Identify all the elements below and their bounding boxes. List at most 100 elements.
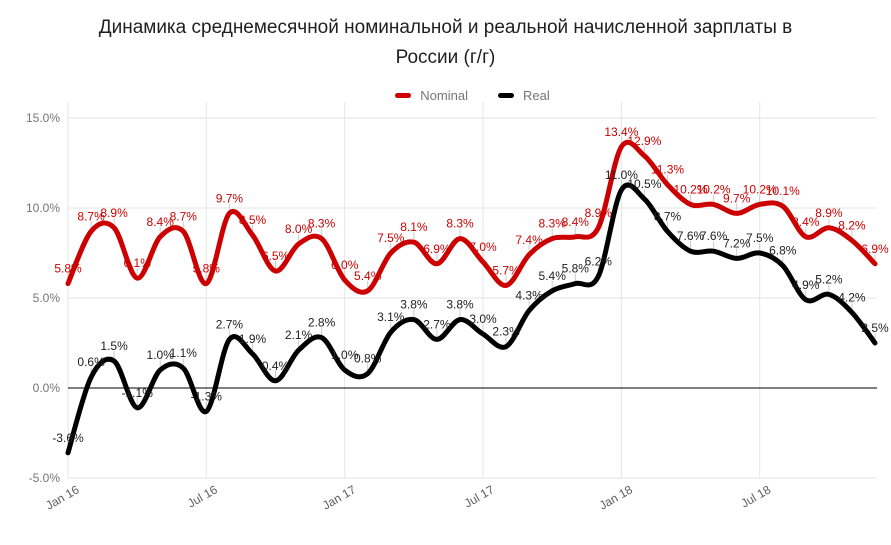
nominal-point-label: 10.2% (673, 182, 707, 196)
nominal-point-label: 13.4% (604, 125, 638, 139)
chart-title-line1: Динамика среднемесячной номинальной и ре… (98, 17, 793, 38)
real-point-label: 2.3% (492, 325, 520, 339)
nominal-series-marker (395, 92, 412, 98)
legend-label-real: Real (522, 87, 550, 103)
nominal-point-label: 8.3% (446, 217, 474, 231)
x-axis-tick-label: Jul 17 (462, 482, 497, 510)
real-point-label: 1.0% (331, 348, 359, 362)
x-axis-tick-label: Jan 17 (320, 482, 358, 512)
chart-title-line2: России (г/г) (395, 47, 496, 68)
nominal-point-label: 7.4% (515, 233, 543, 247)
real-point-label: 1.1% (170, 346, 198, 360)
real-point-label: -1.1% (122, 386, 154, 400)
nominal-point-label: 5.8% (54, 262, 82, 276)
real-point-label: 3.8% (400, 298, 428, 312)
nominal-point-label: 6.0% (331, 258, 359, 272)
y-axis-tick-label: 10.0% (26, 201, 60, 215)
chart-legend: Nominal Real (68, 84, 877, 106)
real-point-label: 11.0% (605, 168, 638, 182)
real-point-label: 5.8% (562, 262, 590, 276)
real-point-label: 7.6% (700, 229, 728, 243)
nominal-point-label: 7.5% (377, 231, 405, 245)
y-axis-tick-label: 0.0% (33, 381, 61, 395)
nominal-point-label: 8.5% (239, 213, 267, 227)
nominal-point-label: 8.0% (285, 222, 313, 236)
nominal-point-label: 6.9% (423, 242, 451, 256)
real-point-label: 4.9% (792, 278, 820, 292)
nominal-point-label: 9.7% (216, 191, 244, 205)
nominal-point-label: 8.4% (562, 215, 590, 229)
real-point-label: 0.6% (77, 355, 105, 369)
real-point-label: 4.3% (515, 289, 543, 303)
nominal-point-label: 6.9% (861, 242, 889, 256)
legend-item-nominal[interactable]: Nominal (395, 88, 468, 103)
nominal-point-label: 8.2% (838, 218, 866, 232)
real-point-label: 2.5% (861, 321, 889, 335)
real-point-label: 6.8% (769, 244, 797, 258)
real-point-label: 2.7% (423, 317, 451, 331)
nominal-point-label: 8.9% (100, 206, 128, 220)
y-axis-tick-label: 5.0% (33, 291, 61, 305)
y-axis-tick-label: -5.0% (29, 471, 61, 485)
real-point-label: 7.5% (746, 231, 774, 245)
real-point-label: 0.8% (354, 352, 382, 366)
nominal-point-label: 10.1% (766, 184, 800, 198)
legend-label-nominal: Nominal (420, 87, 468, 103)
real-point-label: 7.2% (723, 236, 751, 250)
real-point-label: -1.3% (191, 389, 223, 403)
y-axis-tick-label: 15.0% (26, 111, 60, 125)
real-point-label: 1.9% (239, 332, 267, 346)
real-point-label: 10.5% (627, 177, 661, 191)
gridlines (67, 102, 877, 479)
real-point-label: -3.6% (52, 431, 84, 445)
real-point-label: 3.1% (377, 310, 405, 324)
nominal-point-label: 11.3% (651, 163, 684, 177)
nominal-point-label: 10.2% (743, 182, 777, 196)
nominal-point-label: 8.9% (815, 206, 843, 220)
nominal-point-label: 8.1% (400, 220, 428, 234)
real-point-label: 7.6% (677, 229, 705, 243)
nominal-point-label: 8.4% (792, 215, 820, 229)
x-axis-tick-label: Jul 18 (738, 482, 773, 510)
real-point-label: 6.2% (585, 254, 613, 268)
legend-item-real[interactable]: Real (497, 87, 550, 103)
nominal-point-label: 8.7% (77, 209, 105, 223)
real-point-label: 3.0% (469, 312, 497, 326)
nominal-point-label: 8.7% (170, 209, 198, 223)
x-axis-tick-label: Jan 16 (43, 482, 81, 512)
real-point-label: 0.4% (262, 359, 290, 373)
real-point-label: 5.4% (539, 269, 567, 283)
real-point-label: 1.5% (100, 339, 128, 353)
nominal-point-label: 5.7% (492, 263, 520, 277)
chart-title: Динамика среднемесячной номинальной и ре… (0, 13, 891, 73)
real-point-label: 3.8% (446, 298, 474, 312)
nominal-point-label: 5.4% (354, 269, 382, 283)
x-axis-tick-label: Jul 16 (185, 482, 220, 510)
real-point-label: 8.7% (654, 209, 682, 223)
nominal-point-label: 6.5% (262, 249, 290, 263)
nominal-point-label: 9.7% (723, 191, 751, 205)
real-point-label: 4.2% (838, 290, 866, 304)
nominal-point-label: 12.9% (627, 134, 661, 148)
real-point-label: 1.0% (147, 348, 175, 362)
nominal-point-label: 6.1% (124, 256, 152, 270)
nominal-point-labels: 5.8%8.7%8.9%6.1%8.4%8.7%5.8%9.7%8.5%6.5%… (54, 125, 889, 283)
nominal-point-label: 8.9% (585, 206, 613, 220)
real-point-label: 2.8% (308, 316, 336, 330)
real-point-label: 2.7% (216, 317, 244, 331)
real-point-label: 2.1% (285, 328, 313, 342)
nominal-point-label: 10.2% (697, 182, 731, 196)
nominal-point-label: 5.8% (193, 262, 221, 276)
real-point-labels: -3.6%0.6%1.5%-1.1%1.0%1.1%-1.3%2.7%1.9%0… (52, 168, 889, 445)
x-axis-tick-label: Jan 18 (597, 482, 635, 512)
nominal-series-line[interactable] (65, 139, 878, 295)
real-series-marker (497, 92, 514, 98)
real-point-label: 5.2% (815, 272, 843, 286)
nominal-point-label: 7.0% (469, 240, 497, 254)
nominal-point-label: 8.4% (147, 215, 175, 229)
nominal-point-label: 8.3% (308, 217, 336, 231)
real-series-line[interactable] (65, 182, 878, 456)
nominal-point-label: 8.3% (539, 217, 567, 231)
